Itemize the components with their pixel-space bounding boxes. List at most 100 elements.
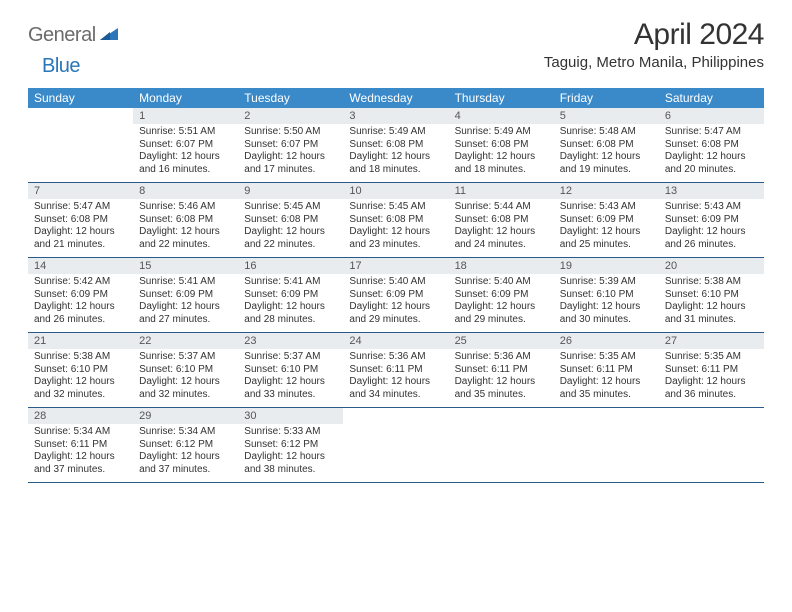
day-detail-line: Sunrise: 5:34 AM bbox=[34, 426, 127, 439]
calendar-week-row: 28Sunrise: 5:34 AMSunset: 6:11 PMDayligh… bbox=[28, 408, 764, 483]
day-detail-line: Sunset: 6:09 PM bbox=[455, 289, 548, 302]
day-number: 9 bbox=[238, 183, 343, 199]
calendar-day-cell: 24Sunrise: 5:36 AMSunset: 6:11 PMDayligh… bbox=[343, 333, 448, 408]
calendar-day-cell bbox=[659, 408, 764, 483]
day-body: Sunrise: 5:47 AMSunset: 6:08 PMDaylight:… bbox=[659, 124, 764, 182]
day-number: 1 bbox=[133, 108, 238, 124]
day-body: Sunrise: 5:45 AMSunset: 6:08 PMDaylight:… bbox=[238, 199, 343, 257]
calendar-week-row: 1Sunrise: 5:51 AMSunset: 6:07 PMDaylight… bbox=[28, 108, 764, 183]
day-number: 4 bbox=[449, 108, 554, 124]
calendar-day-cell: 17Sunrise: 5:40 AMSunset: 6:09 PMDayligh… bbox=[343, 258, 448, 333]
day-number: 3 bbox=[343, 108, 448, 124]
day-number: 18 bbox=[449, 258, 554, 274]
day-number: 22 bbox=[133, 333, 238, 349]
day-body: Sunrise: 5:47 AMSunset: 6:08 PMDaylight:… bbox=[28, 199, 133, 257]
day-detail-line: Daylight: 12 hours and 21 minutes. bbox=[34, 226, 127, 251]
calendar-day-cell bbox=[28, 108, 133, 183]
brand-word1: General bbox=[28, 24, 96, 47]
calendar-week-row: 21Sunrise: 5:38 AMSunset: 6:10 PMDayligh… bbox=[28, 333, 764, 408]
dow-header-row: Sunday Monday Tuesday Wednesday Thursday… bbox=[28, 88, 764, 108]
calendar-day-cell bbox=[449, 408, 554, 483]
day-detail-line: Sunset: 6:07 PM bbox=[244, 139, 337, 152]
calendar-day-cell: 22Sunrise: 5:37 AMSunset: 6:10 PMDayligh… bbox=[133, 333, 238, 408]
day-body bbox=[449, 412, 554, 464]
day-detail-line: Daylight: 12 hours and 30 minutes. bbox=[560, 301, 653, 326]
day-detail-line: Daylight: 12 hours and 37 minutes. bbox=[34, 451, 127, 476]
day-detail-line: Sunrise: 5:49 AM bbox=[455, 126, 548, 139]
day-number: 6 bbox=[659, 108, 764, 124]
day-number: 20 bbox=[659, 258, 764, 274]
day-detail-line: Sunset: 6:09 PM bbox=[34, 289, 127, 302]
calendar-day-cell: 20Sunrise: 5:38 AMSunset: 6:10 PMDayligh… bbox=[659, 258, 764, 333]
day-detail-line: Sunset: 6:07 PM bbox=[139, 139, 232, 152]
day-body: Sunrise: 5:33 AMSunset: 6:12 PMDaylight:… bbox=[238, 424, 343, 482]
day-body: Sunrise: 5:45 AMSunset: 6:08 PMDaylight:… bbox=[343, 199, 448, 257]
day-detail-line: Sunrise: 5:33 AM bbox=[244, 426, 337, 439]
calendar-day-cell bbox=[343, 408, 448, 483]
day-body: Sunrise: 5:42 AMSunset: 6:09 PMDaylight:… bbox=[28, 274, 133, 332]
calendar-day-cell: 11Sunrise: 5:44 AMSunset: 6:08 PMDayligh… bbox=[449, 183, 554, 258]
day-detail-line: Sunset: 6:08 PM bbox=[455, 214, 548, 227]
brand-word2: Blue bbox=[42, 55, 80, 77]
day-detail-line: Daylight: 12 hours and 29 minutes. bbox=[349, 301, 442, 326]
day-detail-line: Sunrise: 5:47 AM bbox=[34, 201, 127, 214]
day-detail-line: Sunset: 6:09 PM bbox=[665, 214, 758, 227]
calendar-day-cell: 7Sunrise: 5:47 AMSunset: 6:08 PMDaylight… bbox=[28, 183, 133, 258]
day-detail-line: Sunrise: 5:37 AM bbox=[244, 351, 337, 364]
day-detail-line: Daylight: 12 hours and 26 minutes. bbox=[34, 301, 127, 326]
day-detail-line: Daylight: 12 hours and 33 minutes. bbox=[244, 376, 337, 401]
calendar-day-cell: 1Sunrise: 5:51 AMSunset: 6:07 PMDaylight… bbox=[133, 108, 238, 183]
day-detail-line: Sunset: 6:08 PM bbox=[349, 139, 442, 152]
calendar-table: Sunday Monday Tuesday Wednesday Thursday… bbox=[28, 88, 764, 483]
day-detail-line: Sunrise: 5:35 AM bbox=[560, 351, 653, 364]
day-detail-line: Sunrise: 5:36 AM bbox=[349, 351, 442, 364]
day-body: Sunrise: 5:49 AMSunset: 6:08 PMDaylight:… bbox=[343, 124, 448, 182]
day-detail-line: Daylight: 12 hours and 25 minutes. bbox=[560, 226, 653, 251]
day-detail-line: Sunset: 6:10 PM bbox=[665, 289, 758, 302]
day-detail-line: Daylight: 12 hours and 16 minutes. bbox=[139, 151, 232, 176]
day-body: Sunrise: 5:37 AMSunset: 6:10 PMDaylight:… bbox=[133, 349, 238, 407]
day-detail-line: Daylight: 12 hours and 18 minutes. bbox=[455, 151, 548, 176]
brand-logo: General bbox=[28, 18, 120, 47]
day-number: 2 bbox=[238, 108, 343, 124]
day-detail-line: Daylight: 12 hours and 23 minutes. bbox=[349, 226, 442, 251]
day-detail-line: Sunrise: 5:43 AM bbox=[560, 201, 653, 214]
day-detail-line: Sunset: 6:11 PM bbox=[665, 364, 758, 377]
day-number: 15 bbox=[133, 258, 238, 274]
calendar-day-cell: 2Sunrise: 5:50 AMSunset: 6:07 PMDaylight… bbox=[238, 108, 343, 183]
day-detail-line: Sunrise: 5:41 AM bbox=[139, 276, 232, 289]
calendar-day-cell: 9Sunrise: 5:45 AMSunset: 6:08 PMDaylight… bbox=[238, 183, 343, 258]
calendar-page: General April 2024 Taguig, Metro Manila,… bbox=[0, 0, 792, 497]
dow-sunday: Sunday bbox=[28, 88, 133, 108]
calendar-day-cell: 28Sunrise: 5:34 AMSunset: 6:11 PMDayligh… bbox=[28, 408, 133, 483]
calendar-day-cell: 6Sunrise: 5:47 AMSunset: 6:08 PMDaylight… bbox=[659, 108, 764, 183]
day-detail-line: Sunset: 6:08 PM bbox=[455, 139, 548, 152]
day-body: Sunrise: 5:35 AMSunset: 6:11 PMDaylight:… bbox=[554, 349, 659, 407]
day-detail-line: Daylight: 12 hours and 31 minutes. bbox=[665, 301, 758, 326]
day-number: 27 bbox=[659, 333, 764, 349]
calendar-day-cell bbox=[554, 408, 659, 483]
calendar-day-cell: 10Sunrise: 5:45 AMSunset: 6:08 PMDayligh… bbox=[343, 183, 448, 258]
calendar-day-cell: 5Sunrise: 5:48 AMSunset: 6:08 PMDaylight… bbox=[554, 108, 659, 183]
calendar-day-cell: 29Sunrise: 5:34 AMSunset: 6:12 PMDayligh… bbox=[133, 408, 238, 483]
day-detail-line: Daylight: 12 hours and 28 minutes. bbox=[244, 301, 337, 326]
dow-saturday: Saturday bbox=[659, 88, 764, 108]
day-detail-line: Daylight: 12 hours and 38 minutes. bbox=[244, 451, 337, 476]
calendar-day-cell: 15Sunrise: 5:41 AMSunset: 6:09 PMDayligh… bbox=[133, 258, 238, 333]
day-detail-line: Sunrise: 5:40 AM bbox=[349, 276, 442, 289]
day-body: Sunrise: 5:49 AMSunset: 6:08 PMDaylight:… bbox=[449, 124, 554, 182]
day-detail-line: Sunset: 6:11 PM bbox=[34, 439, 127, 452]
brand-triangle-icon bbox=[100, 26, 118, 45]
day-detail-line: Sunset: 6:08 PM bbox=[244, 214, 337, 227]
day-detail-line: Sunrise: 5:45 AM bbox=[244, 201, 337, 214]
day-body: Sunrise: 5:34 AMSunset: 6:12 PMDaylight:… bbox=[133, 424, 238, 482]
day-detail-line: Sunset: 6:10 PM bbox=[560, 289, 653, 302]
day-detail-line: Sunset: 6:10 PM bbox=[244, 364, 337, 377]
day-detail-line: Sunset: 6:09 PM bbox=[244, 289, 337, 302]
day-number: 29 bbox=[133, 408, 238, 424]
day-detail-line: Daylight: 12 hours and 32 minutes. bbox=[34, 376, 127, 401]
day-detail-line: Sunrise: 5:38 AM bbox=[34, 351, 127, 364]
day-detail-line: Sunset: 6:08 PM bbox=[139, 214, 232, 227]
day-detail-line: Sunset: 6:08 PM bbox=[665, 139, 758, 152]
day-detail-line: Sunrise: 5:47 AM bbox=[665, 126, 758, 139]
